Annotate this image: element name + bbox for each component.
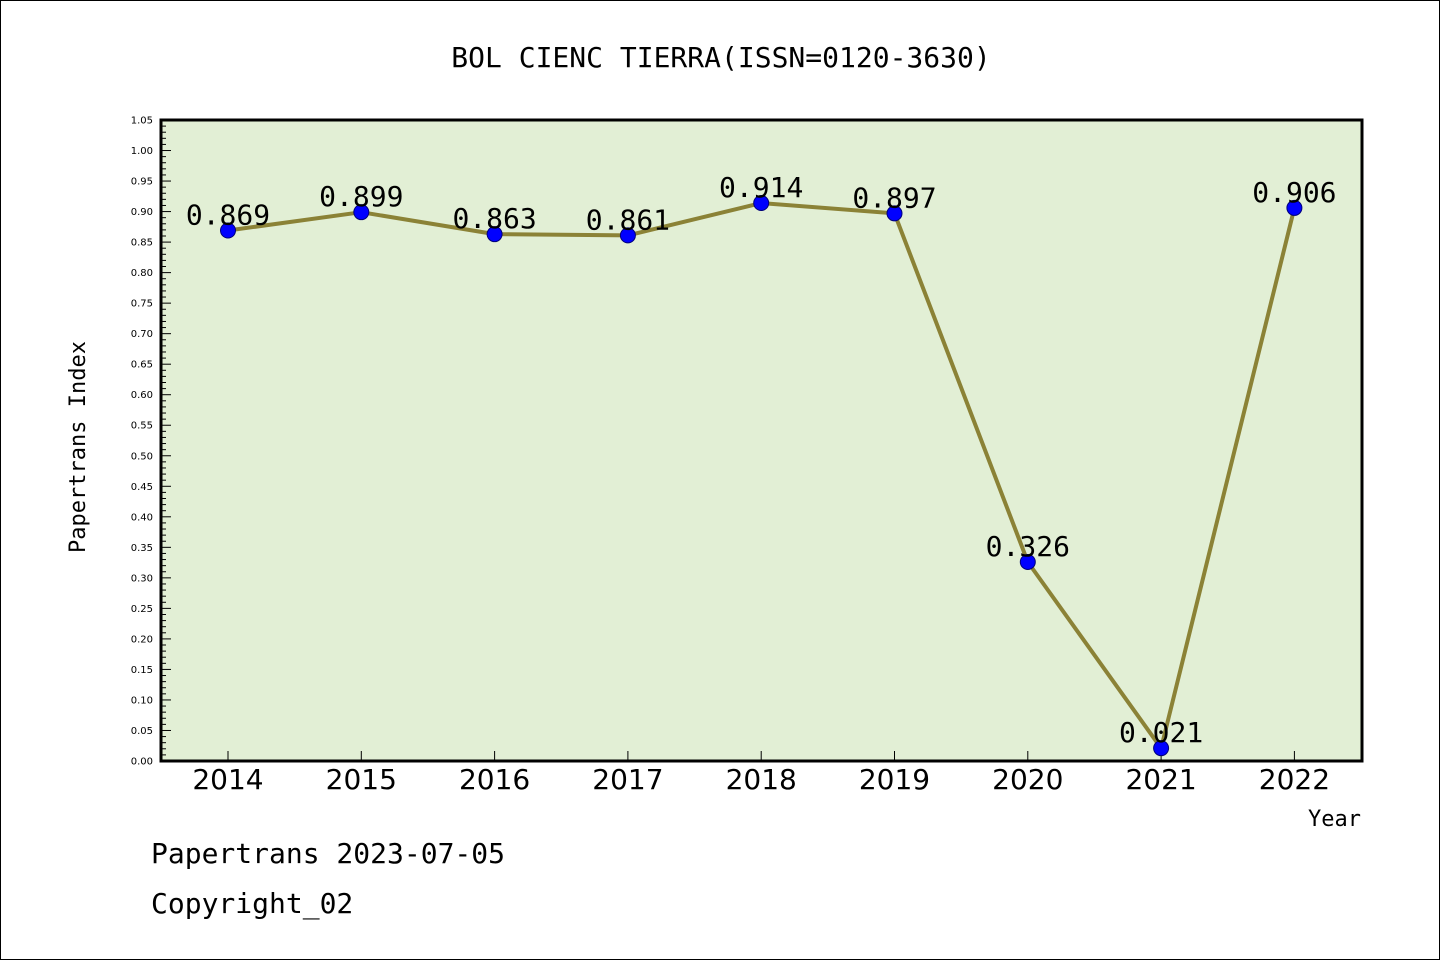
y-tick-label: 0.60 bbox=[131, 390, 153, 401]
y-tick-label: 0.40 bbox=[131, 512, 153, 523]
data-point-2022 bbox=[1286, 199, 1303, 216]
data-label-2016: 0.863 bbox=[452, 202, 536, 235]
chart-title: BOL CIENC TIERRA(ISSN=0120-3630) bbox=[451, 41, 990, 74]
y-tick-label: 0.55 bbox=[131, 421, 153, 432]
data-label-2021: 0.021 bbox=[1119, 716, 1203, 749]
x-tick-label: 2017 bbox=[592, 763, 663, 796]
y-tick-label: 0.45 bbox=[131, 482, 153, 493]
data-point-2020 bbox=[1019, 553, 1036, 570]
data-label-2018: 0.914 bbox=[719, 171, 803, 204]
y-tick-label: 0.95 bbox=[131, 177, 153, 188]
x-tick-label: 2020 bbox=[992, 763, 1063, 796]
x-tick-label: 2021 bbox=[1125, 763, 1196, 796]
data-label-2020: 0.326 bbox=[986, 530, 1070, 563]
data-label-2017: 0.861 bbox=[586, 203, 670, 236]
data-point-2021 bbox=[1153, 740, 1170, 757]
y-tick-label: 0.05 bbox=[131, 726, 153, 737]
plot-border bbox=[159, 118, 1364, 763]
data-labels: 0.869 0.899 0.863 0.861 0.914 0.897 0.326 0.021… bbox=[186, 171, 1337, 749]
x-tick-label: 2015 bbox=[326, 763, 397, 796]
y-tick-label: 0.35 bbox=[131, 543, 153, 554]
data-label-2015: 0.899 bbox=[319, 180, 403, 213]
data-point-2018 bbox=[753, 195, 770, 212]
data-point-2019 bbox=[886, 205, 903, 222]
x-axis-label: Year bbox=[1308, 807, 1361, 832]
data-point-2017 bbox=[619, 227, 636, 244]
series-papertrans-index bbox=[220, 195, 1303, 757]
x-tick-label: 2016 bbox=[459, 763, 530, 796]
data-label-2014: 0.869 bbox=[186, 198, 270, 231]
y-tick-label: 0.15 bbox=[131, 665, 153, 676]
y-tick-label: 1.00 bbox=[131, 146, 153, 157]
data-point-2014 bbox=[220, 222, 236, 239]
data-label-2022: 0.906 bbox=[1252, 176, 1336, 209]
x-axis: 2014 2015 2016 2017 2018 2019 2020 2021 2022 bbox=[192, 751, 1330, 796]
y-axis: 0.00 0.05 0.10 0.15 0.20 0.25 0.30 0.35 0.40 0.45… bbox=[131, 116, 171, 768]
data-label-2019: 0.897 bbox=[852, 181, 936, 214]
y-tick-label: 0.70 bbox=[131, 329, 153, 340]
y-tick-label: 0.50 bbox=[131, 451, 153, 462]
x-tick-label: 2022 bbox=[1259, 763, 1330, 796]
y-tick-label: 0.90 bbox=[131, 207, 153, 218]
data-point-2015 bbox=[353, 204, 370, 221]
y-tick-label: 1.05 bbox=[131, 116, 153, 127]
x-tick-label: 2018 bbox=[726, 763, 797, 796]
y-tick-label: 0.65 bbox=[131, 360, 153, 371]
plot-area bbox=[161, 120, 1362, 761]
data-point-2016 bbox=[486, 226, 503, 243]
y-axis-label: Papertrans Index bbox=[66, 341, 91, 553]
x-tick-label: 2019 bbox=[859, 763, 930, 796]
y-tick-label: 0.85 bbox=[131, 238, 153, 249]
y-tick-label: 0.25 bbox=[131, 604, 153, 615]
footer-source: Papertrans 2023-07-05 bbox=[151, 837, 506, 870]
y-tick-label: 0.00 bbox=[131, 757, 153, 768]
y-tick-label: 0.80 bbox=[131, 268, 153, 279]
x-tick-label: 2014 bbox=[192, 763, 263, 796]
y-tick-label: 0.10 bbox=[131, 695, 153, 706]
y-tick-label: 0.75 bbox=[131, 299, 153, 310]
footer-copyright: Copyright_02 bbox=[151, 887, 354, 920]
y-tick-label: 0.30 bbox=[131, 573, 153, 584]
y-tick-label: 0.20 bbox=[131, 634, 153, 645]
